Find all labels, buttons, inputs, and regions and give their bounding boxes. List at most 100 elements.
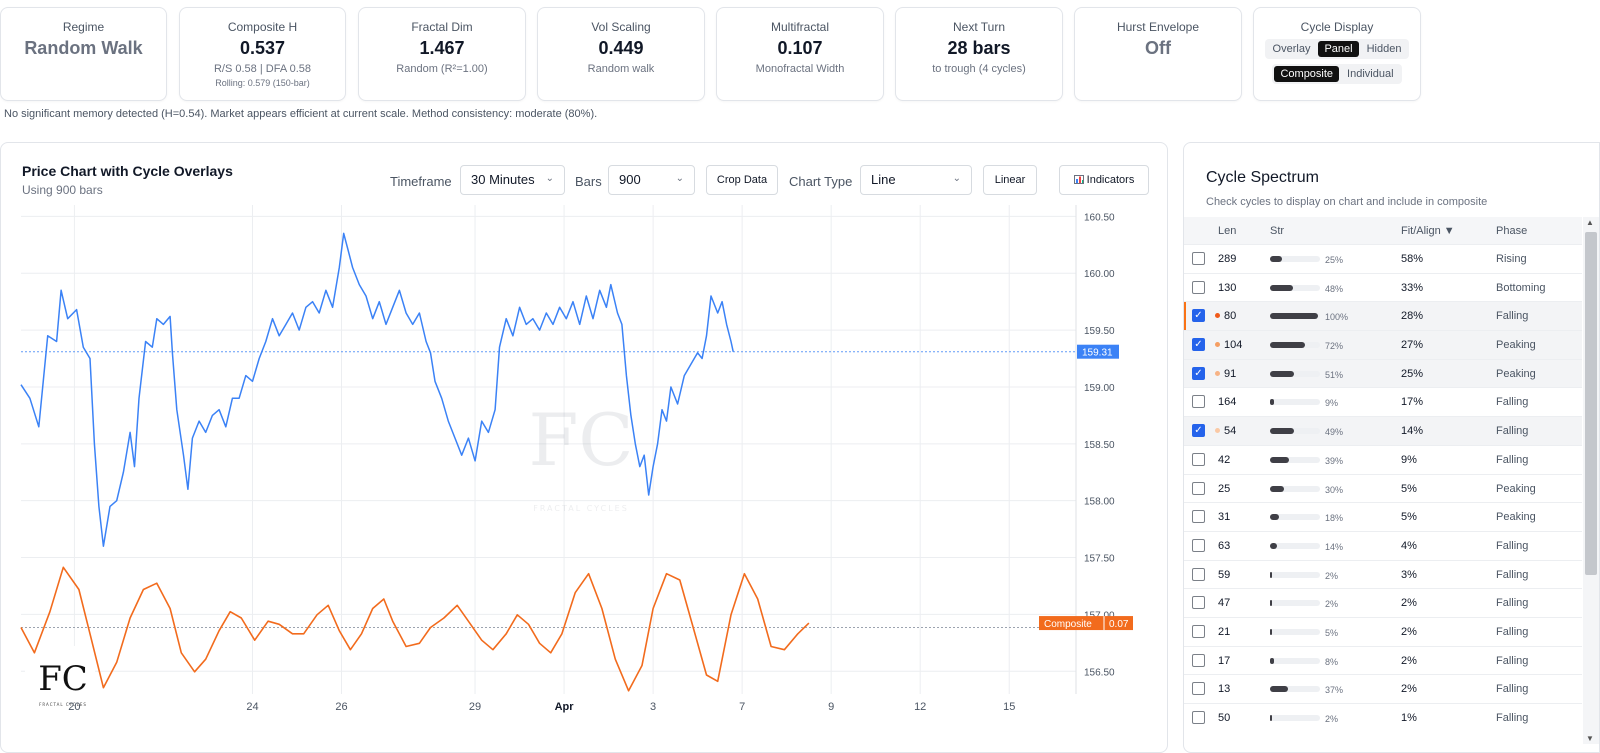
spectrum-row-17[interactable]: 17 8% 2% Falling xyxy=(1184,645,1582,675)
strength-bar xyxy=(1270,456,1320,463)
mode-overlay-button[interactable]: Overlay xyxy=(1272,43,1311,55)
spectrum-row-289[interactable]: 289 25% 58% Rising xyxy=(1184,244,1582,273)
cycle-checkbox[interactable] xyxy=(1192,452,1205,466)
metric-value: Off xyxy=(1145,38,1171,58)
col-phase[interactable]: Phase xyxy=(1496,225,1528,237)
cycle-phase: Falling xyxy=(1496,310,1529,323)
col-fit-align[interactable]: Fit/Align ▼ xyxy=(1401,225,1455,237)
strength-percent: 2% xyxy=(1325,570,1339,581)
cycle-checkbox[interactable]: ✓ xyxy=(1192,424,1205,438)
metric-vol-scaling: Vol Scaling 0.449 Random walk xyxy=(537,7,705,101)
metric-label: Vol Scaling xyxy=(591,20,651,34)
cycle-phase: Falling xyxy=(1496,539,1529,552)
scale-toggle-button[interactable]: Linear xyxy=(983,165,1037,195)
spectrum-row-50[interactable]: 50 2% 1% Falling xyxy=(1184,703,1582,732)
metric-value: 0.449 xyxy=(598,38,644,58)
strength-bar-fill xyxy=(1270,600,1272,607)
fit-align-value: 28% xyxy=(1401,310,1424,323)
strength-percent: 37% xyxy=(1325,685,1344,696)
mode-panel-button[interactable]: Panel xyxy=(1318,41,1359,57)
spectrum-row-47[interactable]: 47 2% 2% Falling xyxy=(1184,588,1582,617)
cycle-checkbox[interactable] xyxy=(1192,280,1205,294)
scroll-up-icon[interactable]: ▲ xyxy=(1586,218,1594,227)
fit-align-value: 27% xyxy=(1401,339,1424,352)
cycle-phase: Falling xyxy=(1496,654,1529,667)
chart-type-label: Chart Type xyxy=(789,174,853,189)
spectrum-row-42[interactable]: 42 39% 9% Falling xyxy=(1184,444,1582,474)
y-tick-label: 156.50 xyxy=(1084,667,1115,678)
strength-percent: 48% xyxy=(1325,283,1344,294)
strength-bar-fill xyxy=(1270,657,1274,664)
x-tick-label: 15 xyxy=(1003,701,1015,713)
cycle-checkbox[interactable] xyxy=(1192,624,1205,638)
cycle-phase: Falling xyxy=(1496,453,1529,466)
strength-bar xyxy=(1270,256,1320,262)
metric-label: Regime xyxy=(62,20,105,34)
cycle-phase: Peaking xyxy=(1496,511,1536,524)
timeframe-label: Timeframe xyxy=(390,174,452,189)
cycle-length: 80 xyxy=(1224,310,1237,323)
cycle-checkbox[interactable]: ✓ xyxy=(1192,309,1205,323)
strength-percent: 9% xyxy=(1325,398,1339,409)
cycle-checkbox[interactable] xyxy=(1192,538,1205,552)
cycle-checkbox[interactable] xyxy=(1192,510,1205,524)
spectrum-row-31[interactable]: 31 18% 5% Peaking xyxy=(1184,502,1582,531)
view-composite-button[interactable]: Composite xyxy=(1274,66,1340,82)
metric-cycle-display: Cycle Display Overlay Panel Hidden Compo… xyxy=(1253,7,1421,101)
col-len[interactable]: Len xyxy=(1218,225,1237,237)
cycle-checkbox[interactable] xyxy=(1192,395,1205,409)
cycle-checkbox[interactable] xyxy=(1192,711,1205,724)
timeframe-value: 30 Minutes xyxy=(471,172,535,187)
x-tick-label: 12 xyxy=(914,701,926,713)
spectrum-row-63[interactable]: 63 14% 4% Falling xyxy=(1184,530,1582,560)
strength-bar-fill xyxy=(1270,456,1289,463)
spectrum-table: Len Str Fit/Align ▼ Phase 289 25% 58% Risin… xyxy=(1184,217,1582,732)
chevron-down-icon: ⌄ xyxy=(545,173,554,184)
spectrum-row-164[interactable]: 164 9% 17% Falling xyxy=(1184,387,1582,416)
spectrum-row-13[interactable]: 13 37% 2% Falling xyxy=(1184,674,1582,703)
cycle-checkbox[interactable] xyxy=(1192,252,1205,265)
composite-series-name: Composite xyxy=(1044,619,1092,630)
composite-last-value: 0.07 xyxy=(1109,619,1129,630)
spectrum-row-21[interactable]: 21 5% 2% Falling xyxy=(1184,616,1582,646)
cycle-checkbox[interactable] xyxy=(1192,653,1205,667)
spectrum-row-91[interactable]: ✓ 91 51% 25% Peaking xyxy=(1184,358,1582,388)
chart-type-select[interactable]: Line ⌄ xyxy=(860,165,972,195)
timeframe-select[interactable]: 30 Minutes ⌄ xyxy=(460,165,565,195)
cycle-checkbox[interactable] xyxy=(1192,567,1205,581)
mode-hidden-button[interactable]: Hidden xyxy=(1366,43,1402,55)
spectrum-row-59[interactable]: 59 2% 3% Falling xyxy=(1184,559,1582,589)
cycle-checkbox[interactable]: ✓ xyxy=(1192,338,1205,352)
metric-next-turn: Next Turn 28 bars to trough (4 cycles) xyxy=(895,7,1063,101)
cycle-checkbox[interactable] xyxy=(1192,481,1205,495)
strength-bar xyxy=(1270,370,1320,377)
metric-label: Next Turn xyxy=(952,20,1006,34)
metric-label: Fractal Dim xyxy=(411,20,473,34)
price-chart[interactable]: FC FRACTAL CYCLES FC FRACTAL CYCLES 160.… xyxy=(1,143,1169,753)
spectrum-row-80[interactable]: ✓ 80 100% 28% Falling xyxy=(1184,301,1582,331)
scrollbar-thumb[interactable] xyxy=(1585,232,1597,575)
strength-percent: 51% xyxy=(1325,369,1344,380)
cycle-checkbox[interactable]: ✓ xyxy=(1192,366,1205,380)
strength-bar xyxy=(1270,600,1320,607)
crop-data-button[interactable]: Crop Data xyxy=(706,165,778,195)
indicators-button[interactable]: Indicators xyxy=(1059,165,1149,195)
strength-bar-fill xyxy=(1270,342,1305,349)
scroll-down-icon[interactable]: ▼ xyxy=(1586,734,1594,743)
cycle-color-dot xyxy=(1215,342,1220,348)
spectrum-row-104[interactable]: ✓ 104 72% 27% Peaking xyxy=(1184,330,1582,359)
strength-bar-fill xyxy=(1270,256,1282,262)
col-str[interactable]: Str xyxy=(1270,225,1285,237)
strength-bar xyxy=(1270,628,1320,635)
bars-select[interactable]: 900 ⌄ xyxy=(608,165,695,195)
cycle-length: 104 xyxy=(1224,339,1243,352)
spectrum-row-54[interactable]: ✓ 54 49% 14% Falling xyxy=(1184,416,1582,445)
cycle-checkbox[interactable] xyxy=(1192,682,1205,696)
view-individual-button[interactable]: Individual xyxy=(1347,68,1394,80)
spectrum-row-130[interactable]: 130 48% 33% Bottoming xyxy=(1184,272,1582,302)
cycle-checkbox[interactable] xyxy=(1192,596,1205,610)
spectrum-scrollbar[interactable]: ▲ ▼ xyxy=(1583,217,1599,744)
strength-bar xyxy=(1270,284,1320,291)
metric-value: 0.107 xyxy=(777,38,823,58)
spectrum-row-25[interactable]: 25 30% 5% Peaking xyxy=(1184,473,1582,503)
